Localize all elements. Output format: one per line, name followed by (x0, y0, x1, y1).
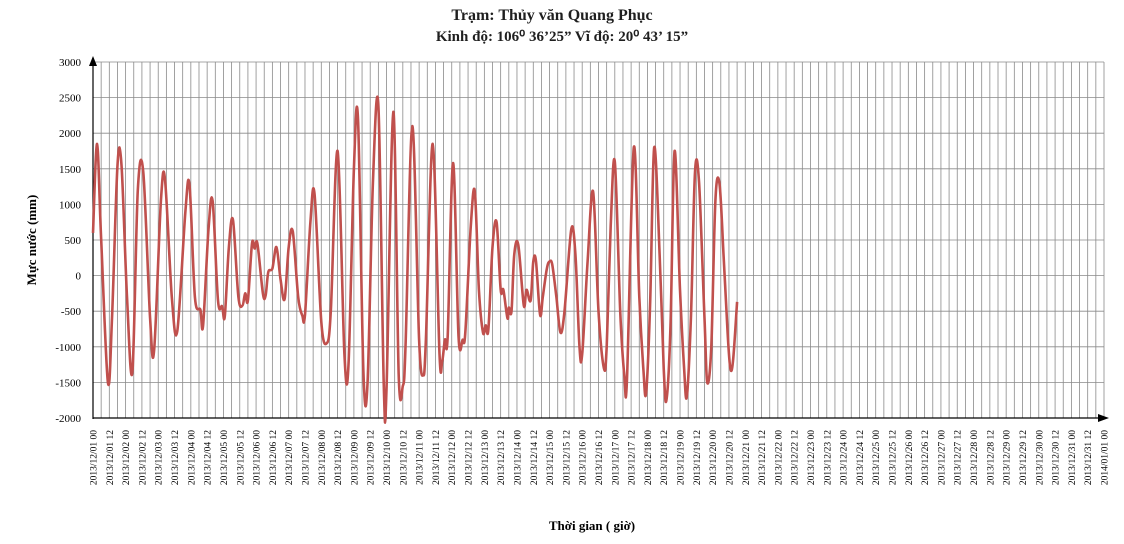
x-tick-label: 2013/12/26 00 (905, 430, 915, 485)
x-tick-label: 2013/12/18 12 (660, 430, 670, 485)
x-tick-label: 2013/12/17 12 (628, 430, 638, 485)
x-tick-label: 2013/12/19 12 (693, 430, 703, 485)
y-tick-label: 1500 (59, 164, 82, 176)
water-level-series-line (91, 95, 739, 424)
y-tick-label: -1500 (55, 377, 81, 389)
x-tick-label: 2013/12/29 00 (1003, 430, 1013, 485)
x-tick-label: 2013/12/03 00 (155, 430, 165, 485)
y-tick-label: 0 (76, 271, 82, 283)
x-tick-label: 2013/12/19 00 (677, 430, 687, 485)
x-tick-label: 2013/12/21 00 (742, 430, 752, 485)
x-tick-label: 2013/12/14 00 (513, 430, 523, 485)
x-tick-label: 2013/12/07 12 (301, 430, 311, 485)
x-tick-label: 2013/12/11 00 (416, 430, 426, 485)
y-tick-label: 2500 (59, 93, 82, 105)
x-tick-label: 2013/12/31 00 (1068, 430, 1078, 485)
y-axis-title: Mực nước (mm) (24, 195, 39, 286)
x-tick-label: 2013/12/22 12 (791, 430, 801, 485)
x-tick-labels: 2013/12/01 00 2013/12/01 12 2013/12/02 00 2… (90, 430, 1111, 485)
x-tick-label: 2013/12/06 12 (269, 430, 279, 485)
x-tick-label: 2013/12/02 00 (122, 430, 132, 485)
x-tick-label: 2013/12/20 00 (709, 430, 719, 485)
x-tick-label: 2013/12/20 12 (725, 430, 735, 485)
x-tick-label: 2013/12/08 00 (318, 430, 328, 485)
y-tick-label: -1000 (55, 342, 81, 354)
axes-layer (89, 56, 1109, 422)
x-tick-label: 2014/01/01 00 (1101, 430, 1111, 485)
x-tick-label: 2013/12/24 12 (856, 430, 866, 485)
x-tick-label: 2013/12/13 00 (481, 430, 491, 485)
x-tick-label: 2013/12/03 12 (171, 430, 181, 485)
x-tick-label: 2013/12/25 12 (889, 430, 899, 485)
y-tick-label: -2000 (55, 413, 81, 425)
x-tick-label: 2013/12/16 00 (579, 430, 589, 485)
y-tick-label: 2000 (59, 128, 82, 140)
series-layer (91, 95, 739, 424)
x-tick-label: 2013/12/02 12 (138, 430, 148, 485)
x-tick-label: 2013/12/16 12 (595, 430, 605, 485)
y-axis-arrow (89, 56, 97, 66)
y-tick-labels: -2000 -1500 -1000 -500 0 500 1000 1500 2000 2500 3… (55, 57, 81, 425)
x-tick-label: 2013/12/15 00 (546, 430, 556, 485)
x-axis-arrow (1098, 414, 1109, 422)
x-tick-label: 2013/12/05 00 (220, 430, 230, 485)
y-tick-label: 1000 (59, 199, 82, 211)
x-tick-label: 2013/12/30 00 (1035, 430, 1045, 485)
x-tick-label: 2013/12/09 12 (367, 430, 377, 485)
x-tick-label: 2013/12/12 12 (465, 430, 475, 485)
y-tick-label: 500 (65, 235, 82, 247)
x-tick-label: 2013/12/31 12 (1084, 430, 1094, 485)
x-tick-label: 2013/12/04 12 (204, 430, 214, 485)
x-tick-label: 2013/12/24 00 (840, 430, 850, 485)
x-tick-label: 2013/12/30 12 (1052, 430, 1062, 485)
y-tick-label: 3000 (59, 57, 82, 69)
x-tick-label: 2013/12/09 00 (350, 430, 360, 485)
x-tick-label: 2013/12/04 00 (187, 430, 197, 485)
x-tick-label: 2013/12/25 00 (872, 430, 882, 485)
x-tick-label: 2013/12/17 00 (611, 430, 621, 485)
chart-title: Trạm: Thủy văn Quang Phục (451, 7, 652, 24)
x-axis-title: Thời gian ( giờ) (549, 518, 635, 533)
x-tick-label: 2013/12/23 12 (823, 430, 833, 485)
x-tick-label: 2013/12/26 12 (921, 430, 931, 485)
x-tick-label: 2013/12/27 00 (937, 430, 947, 485)
x-tick-label: 2013/12/14 12 (530, 430, 540, 485)
x-tick-label: 2013/12/15 12 (562, 430, 572, 485)
x-tick-label: 2013/12/22 00 (774, 430, 784, 485)
chart-subtitle: Kinh độ: 106⁰ 36’25” Vĩ độ: 20⁰ 43’ 15” (436, 29, 688, 45)
x-tick-label: 2013/12/13 12 (497, 430, 507, 485)
x-tick-label: 2013/12/12 00 (448, 430, 458, 485)
x-tick-label: 2013/12/28 00 (970, 430, 980, 485)
x-tick-label: 2013/12/10 00 (383, 430, 393, 485)
x-tick-label: 2013/12/06 00 (253, 430, 263, 485)
x-tick-label: 2013/12/07 00 (285, 430, 295, 485)
y-tick-label: -500 (61, 306, 82, 318)
x-tick-label: 2013/12/05 12 (236, 430, 246, 485)
x-tick-label: 2013/12/10 12 (399, 430, 409, 485)
x-tick-label: 2013/12/18 00 (644, 430, 654, 485)
x-tick-label: 2013/12/23 00 (807, 430, 817, 485)
x-tick-label: 2013/12/11 12 (432, 430, 442, 485)
x-tick-label: 2013/12/01 00 (90, 430, 100, 485)
x-tick-label: 2013/12/08 12 (334, 430, 344, 485)
x-tick-label: 2013/12/28 12 (986, 430, 996, 485)
x-tick-label: 2013/12/27 12 (954, 430, 964, 485)
x-tick-label: 2013/12/29 12 (1019, 430, 1029, 485)
x-tick-label: 2013/12/21 12 (758, 430, 768, 485)
x-tick-label: 2013/12/01 12 (106, 430, 116, 485)
grid-layer (93, 61, 1105, 418)
